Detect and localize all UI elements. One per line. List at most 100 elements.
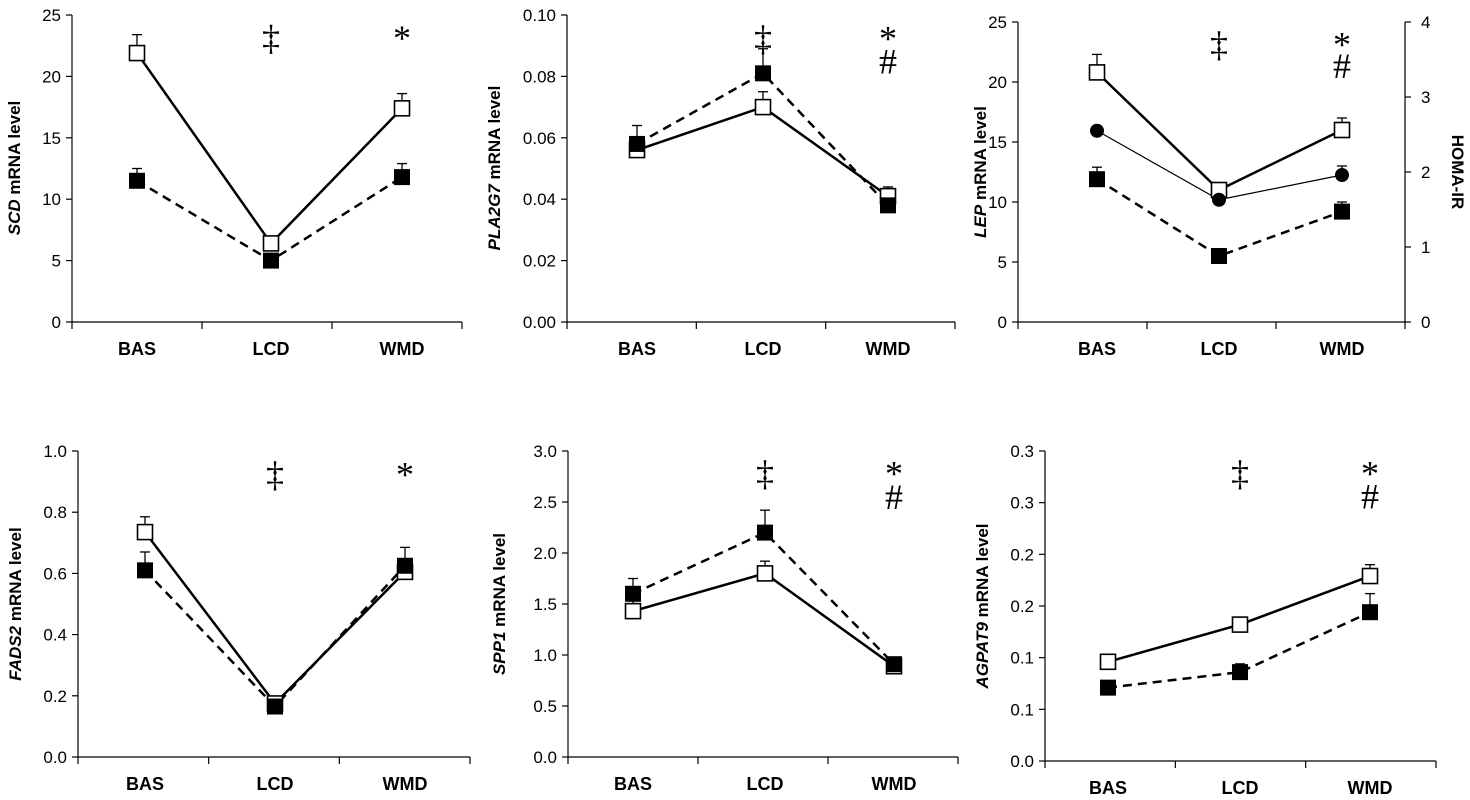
data-point-open-square: [1333, 121, 1351, 139]
significance-marker: #: [1333, 46, 1351, 86]
y-tick-label: 0.1: [1010, 700, 1034, 719]
y-tick-label: 0.2: [1010, 545, 1034, 564]
y2-tick-label: 0: [1421, 313, 1430, 332]
data-point-filled-square: [397, 557, 413, 574]
y-tick-label: 10: [42, 190, 61, 209]
y2-tick-label: 4: [1421, 13, 1430, 32]
data-point-filled-square: [267, 698, 283, 715]
chart-panel-fads2: 0.0 0.2 0.4 0.6 0.8 1.0 BAS LCD WMD FADS2 mRNA le…: [6, 442, 471, 794]
chart-panel-agpat9: 0.0 0.1 0.1 0.2 0.2 0.3 0.3 BAS LCD WMD AGPAT9 mRN…: [973, 442, 1437, 798]
y-axis-label: PLA2G7 mRNA level: [485, 86, 504, 251]
y-tick-label: 0: [52, 313, 61, 332]
significance-marker: ‡: [266, 454, 284, 494]
y2-tick-label: 1: [1421, 238, 1430, 257]
y-tick-label: 0.06: [523, 129, 556, 148]
y2-tick-label: 2: [1421, 163, 1430, 182]
significance-marker: ‡: [1210, 24, 1228, 64]
y-tick-label: 0.0: [533, 748, 557, 767]
x-tick-label: BAS: [618, 339, 656, 359]
data-point-filled-square: [1362, 604, 1378, 621]
series-line-1: [1107, 611, 1371, 689]
data-point-filled-square: [394, 169, 410, 186]
data-point-filled-square: [880, 197, 896, 214]
significance-marker: *: [885, 453, 903, 493]
x-tick-label: WMD: [866, 339, 911, 359]
series-line-1: [636, 71, 889, 207]
series-line-0: [632, 572, 895, 668]
y-tick-label: 2.5: [533, 493, 557, 512]
y-tick-label: 0.0: [43, 748, 67, 767]
y-axis-label: AGPAT9 mRNA level: [973, 523, 992, 689]
x-tick-label: BAS: [118, 339, 156, 359]
significance-marker: ‡: [756, 453, 774, 493]
y-tick-label: 2.0: [533, 544, 557, 563]
y-tick-label: 0.08: [523, 67, 556, 86]
significance-marker: ‡: [262, 18, 280, 58]
x-tick-label: LCD: [1222, 778, 1259, 798]
series-line-0: [135, 52, 403, 246]
data-point-open-square: [393, 100, 411, 117]
series-line-1: [144, 564, 406, 709]
y-tick-label: 0.04: [523, 190, 556, 209]
chart-panel-spp1: 0.0 0.5 1.0 1.5 2.0 2.5 3.0 BAS LCD WMD SPP1 mRNA …: [490, 442, 959, 794]
series-line-0: [636, 105, 889, 198]
data-point-filled-square: [129, 172, 145, 189]
chart-panel-pla2g7: 0.00 0.02 0.04 0.06 0.08 0.10 BAS LCD WMD PLA2G7 …: [485, 6, 956, 359]
y-tick-label: 0.3: [1010, 494, 1034, 513]
y-tick-label: 5: [52, 252, 61, 271]
y-tick-label: 1.0: [533, 646, 557, 665]
data-point-filled-square: [1089, 171, 1105, 188]
data-point-open-square: [136, 523, 154, 541]
x-tick-label: LCD: [747, 774, 784, 794]
x-tick-label: BAS: [1089, 778, 1127, 798]
significance-marker: #: [1361, 476, 1379, 516]
significance-marker: *: [396, 454, 414, 494]
data-point-open-square: [1361, 567, 1379, 585]
y-tick-label: 5: [998, 253, 1007, 272]
x-tick-label: BAS: [1078, 339, 1116, 359]
y-tick-label: 1.5: [533, 595, 557, 614]
significance-marker: #: [885, 477, 903, 517]
data-point-filled-square: [625, 585, 641, 602]
data-point-open-square: [1099, 653, 1117, 671]
data-point-filled-square: [629, 135, 645, 152]
data-point-filled-square: [757, 524, 773, 541]
chart-panel-scd: 0 5 10 15 20 25 BAS LCD WMD SCD mRNA level ‡ *: [5, 6, 463, 359]
y-tick-label: 0.02: [523, 252, 556, 271]
x-tick-label: LCD: [745, 339, 782, 359]
data-point-filled-circle: [1090, 123, 1104, 138]
data-point-filled-square: [755, 65, 771, 82]
data-point-filled-square: [1211, 248, 1227, 264]
y2-axis-label: HOMA-IR: [1448, 135, 1467, 210]
x-tick-label: LCD: [253, 339, 290, 359]
series-line-0: [1096, 71, 1343, 192]
data-point-filled-square: [886, 656, 902, 673]
data-point-open-square: [262, 235, 280, 252]
y-tick-label: 25: [42, 6, 61, 25]
significance-marker: #: [879, 42, 897, 82]
y-tick-label: 0.2: [1010, 597, 1034, 616]
significance-marker: ‡: [754, 18, 772, 58]
y-tick-label: 0.00: [523, 313, 556, 332]
chart-panel-lep: 0 5 10 15 20 25 0 1 2 3 4 HOMA-IR BAS LCD WMD LEP mRNA …: [971, 13, 1467, 359]
y-axis-label: SCD mRNA level: [5, 101, 24, 235]
y-tick-label: 0.0: [1010, 752, 1034, 771]
y-tick-label: 20: [42, 67, 61, 86]
data-point-open-square: [624, 602, 642, 620]
y-tick-label: 0.8: [43, 503, 67, 522]
y-tick-label: 0.5: [533, 697, 557, 716]
y-tick-label: 3.0: [533, 442, 557, 461]
y-tick-label: 0.10: [523, 6, 556, 25]
data-point-filled-square: [263, 252, 279, 269]
y-tick-label: 0.4: [43, 626, 67, 645]
series-line-0: [144, 531, 406, 706]
data-point-filled-square: [1100, 679, 1116, 696]
x-tick-label: WMD: [380, 339, 425, 359]
data-point-open-square: [1231, 616, 1249, 633]
y-tick-label: 15: [42, 129, 61, 148]
y-tick-label: 0.6: [43, 564, 67, 583]
y-tick-label: 0.1: [1010, 649, 1034, 668]
y-tick-label: 20: [988, 73, 1007, 92]
x-tick-label: LCD: [1201, 339, 1238, 359]
